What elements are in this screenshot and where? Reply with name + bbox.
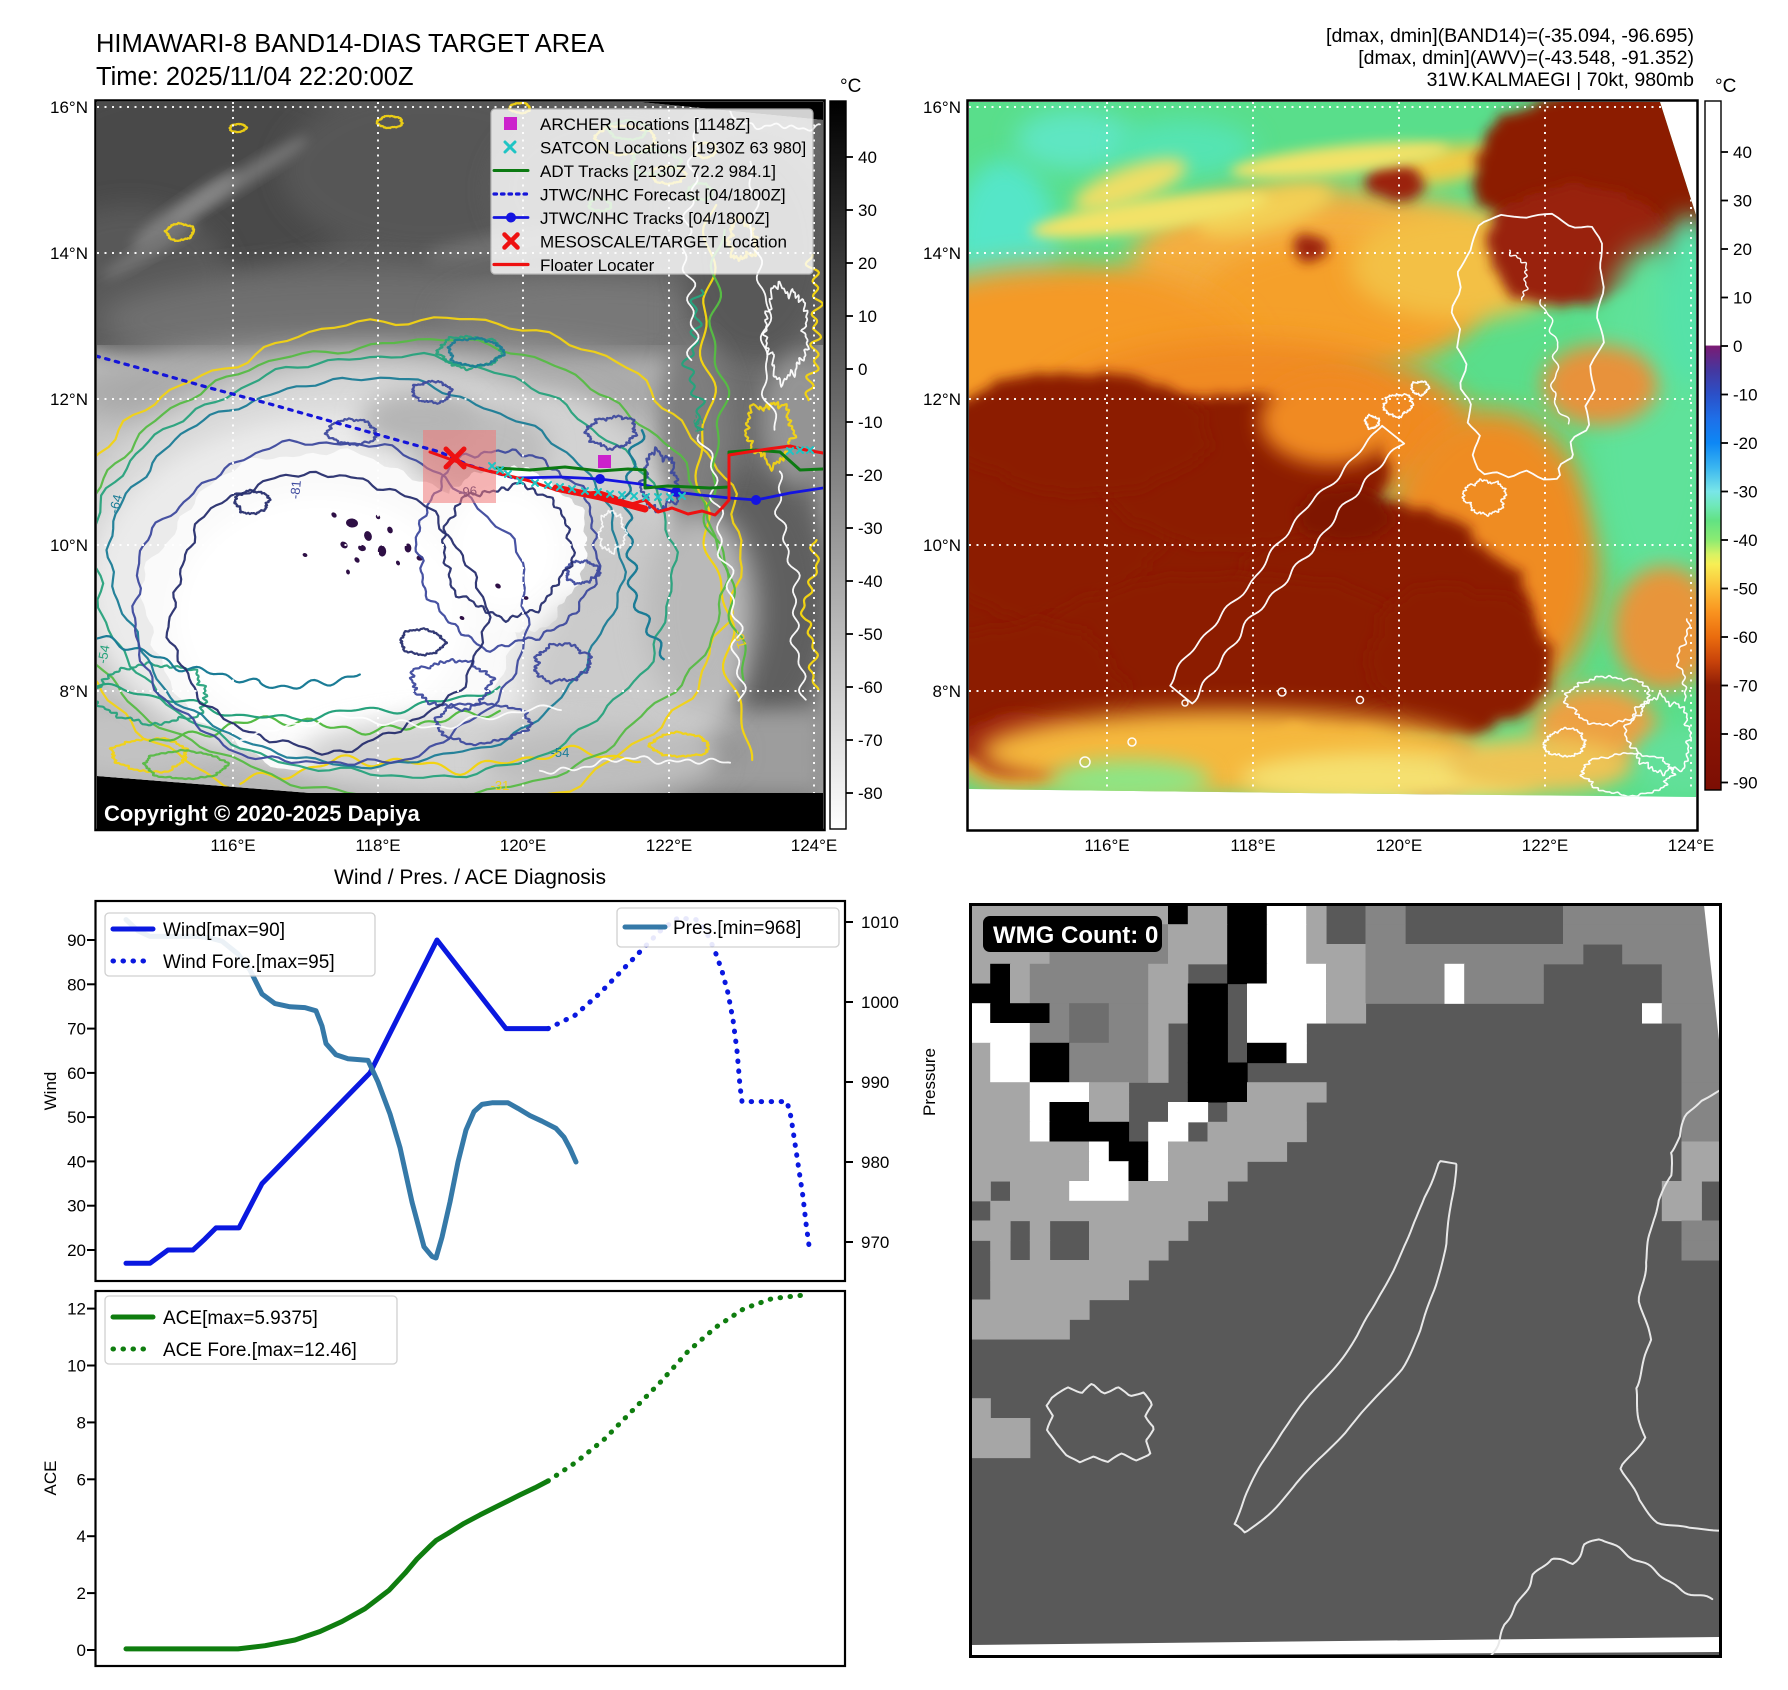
svg-text:0: 0 — [1733, 337, 1742, 356]
svg-text:-10: -10 — [858, 413, 883, 432]
svg-text:124°E: 124°E — [791, 836, 838, 855]
svg-text:Copyright © 2020-2025 Dapiya: Copyright © 2020-2025 Dapiya — [104, 801, 421, 826]
svg-text:14°N: 14°N — [50, 244, 88, 263]
svg-text:30: 30 — [858, 201, 877, 220]
svg-text:-31: -31 — [731, 628, 750, 650]
svg-text:16°N: 16°N — [50, 98, 88, 117]
svg-text:40: 40 — [67, 1152, 86, 1171]
svg-text:Wind: Wind — [41, 1072, 60, 1111]
svg-text:120°E: 120°E — [1376, 836, 1423, 855]
svg-text:-30: -30 — [858, 519, 883, 538]
svg-text:10°N: 10°N — [50, 536, 88, 555]
svg-text:-80: -80 — [1733, 725, 1758, 744]
svg-text:80: 80 — [67, 975, 86, 994]
svg-text:-50: -50 — [858, 625, 883, 644]
svg-text:Wind / Pres. / ACE Diagnosis: Wind / Pres. / ACE Diagnosis — [334, 866, 606, 889]
svg-text:12°N: 12°N — [923, 390, 961, 409]
svg-text:20: 20 — [1733, 240, 1752, 259]
svg-text:122°E: 122°E — [646, 836, 693, 855]
svg-text:1010: 1010 — [861, 913, 899, 932]
svg-text:60: 60 — [67, 1064, 86, 1083]
svg-text:[dmax, dmin](BAND14)=(-35.094,: [dmax, dmin](BAND14)=(-35.094, -96.695) — [1326, 25, 1694, 47]
svg-text:16°N: 16°N — [923, 98, 961, 117]
svg-text:30: 30 — [67, 1197, 86, 1216]
svg-text:990: 990 — [861, 1073, 889, 1092]
svg-text:ARCHER Locations [1148Z]: ARCHER Locations [1148Z] — [540, 115, 750, 134]
svg-text:Pressure: Pressure — [920, 1048, 939, 1116]
svg-text:40: 40 — [858, 148, 877, 167]
svg-text:Wind Fore.[max=95]: Wind Fore.[max=95] — [163, 952, 335, 973]
svg-text:ACE: ACE — [41, 1461, 60, 1496]
svg-text:-50: -50 — [1733, 580, 1758, 599]
svg-text:-80: -80 — [858, 784, 883, 803]
svg-text:116°E: 116°E — [1084, 836, 1129, 855]
svg-text:Wind[max=90]: Wind[max=90] — [163, 920, 285, 941]
svg-text:120°E: 120°E — [500, 836, 547, 855]
svg-text:-20: -20 — [1733, 434, 1758, 453]
svg-text:14°N: 14°N — [923, 244, 961, 263]
svg-text:-70: -70 — [858, 731, 883, 750]
svg-text:30: 30 — [1733, 192, 1752, 211]
svg-text:-54: -54 — [95, 644, 113, 665]
svg-text:-40: -40 — [1733, 531, 1758, 550]
svg-text:JTWC/NHC Forecast [04/1800Z]: JTWC/NHC Forecast [04/1800Z] — [540, 186, 786, 205]
svg-text:90: 90 — [67, 931, 86, 950]
svg-text:10: 10 — [1733, 289, 1752, 308]
svg-text:-81: -81 — [287, 480, 304, 500]
svg-text:Pres.[min=968]: Pres.[min=968] — [673, 918, 801, 939]
svg-text:-54: -54 — [551, 745, 570, 760]
svg-text:[dmax, dmin](AWV)=(-43.548, -9: [dmax, dmin](AWV)=(-43.548, -91.352) — [1358, 47, 1694, 69]
svg-text:-10: -10 — [1733, 386, 1758, 405]
svg-text:WMG Count: 0: WMG Count: 0 — [993, 922, 1158, 949]
svg-text:-54: -54 — [689, 413, 707, 434]
svg-text:-90: -90 — [1733, 774, 1758, 793]
svg-text:-60: -60 — [858, 678, 883, 697]
svg-text:HIMAWARI-8 BAND14-DIAS TARGET: HIMAWARI-8 BAND14-DIAS TARGET AREA — [96, 30, 604, 58]
svg-text:124°E: 124°E — [1668, 836, 1715, 855]
svg-text:-20: -20 — [858, 466, 883, 485]
svg-text:ADT Tracks [2130Z 72.2 984.1]: ADT Tracks [2130Z 72.2 984.1] — [540, 162, 776, 181]
svg-text:-40: -40 — [858, 572, 883, 591]
svg-text:Floater Locater: Floater Locater — [540, 256, 655, 275]
svg-text:-60: -60 — [1733, 628, 1758, 647]
svg-text:980: 980 — [861, 1153, 889, 1172]
svg-text:970: 970 — [861, 1233, 889, 1252]
svg-text:MESOSCALE/TARGET Location: MESOSCALE/TARGET Location — [540, 233, 787, 252]
svg-text:10: 10 — [67, 1357, 86, 1376]
svg-text:31W.KALMAEGI | 70kt, 980mb: 31W.KALMAEGI | 70kt, 980mb — [1427, 69, 1695, 91]
svg-text:ACE Fore.[max=12.46]: ACE Fore.[max=12.46] — [163, 1340, 357, 1361]
svg-text:6: 6 — [77, 1470, 86, 1489]
svg-text:10: 10 — [858, 307, 877, 326]
svg-text:-70: -70 — [1733, 677, 1758, 696]
svg-text:SATCON Locations [1930Z 63 980: SATCON Locations [1930Z 63 980] — [540, 139, 806, 158]
svg-text:8°N: 8°N — [932, 682, 961, 701]
svg-text:-31: -31 — [491, 778, 510, 793]
svg-text:8°N: 8°N — [59, 682, 88, 701]
svg-text:122°E: 122°E — [1522, 836, 1569, 855]
svg-text:10°N: 10°N — [923, 536, 961, 555]
svg-text:40: 40 — [1733, 143, 1752, 162]
svg-text:JTWC/NHC Tracks [04/1800Z]: JTWC/NHC Tracks [04/1800Z] — [540, 209, 770, 228]
svg-text:50: 50 — [67, 1108, 86, 1127]
svg-text:70: 70 — [67, 1020, 86, 1039]
svg-text:1000: 1000 — [861, 993, 899, 1012]
svg-text:118°E: 118°E — [1230, 836, 1275, 855]
svg-text:20: 20 — [858, 254, 877, 273]
svg-text:-64: -64 — [106, 493, 125, 515]
svg-text:°C: °C — [840, 76, 861, 97]
svg-text:°C: °C — [1715, 76, 1736, 97]
svg-text:20: 20 — [67, 1241, 86, 1260]
svg-text:0: 0 — [77, 1641, 86, 1660]
svg-text:118°E: 118°E — [355, 836, 400, 855]
svg-text:8: 8 — [77, 1413, 86, 1432]
svg-text:4: 4 — [77, 1527, 86, 1546]
svg-text:2: 2 — [77, 1584, 86, 1603]
svg-text:-30: -30 — [1733, 483, 1758, 502]
svg-text:ACE[max=5.9375]: ACE[max=5.9375] — [163, 1308, 318, 1329]
svg-text:12°N: 12°N — [50, 390, 88, 409]
svg-text:116°E: 116°E — [210, 836, 255, 855]
svg-text:12: 12 — [67, 1300, 86, 1319]
svg-text:0: 0 — [858, 360, 867, 379]
svg-text:Time: 2025/11/04 22:20:00Z: Time: 2025/11/04 22:20:00Z — [96, 63, 414, 91]
